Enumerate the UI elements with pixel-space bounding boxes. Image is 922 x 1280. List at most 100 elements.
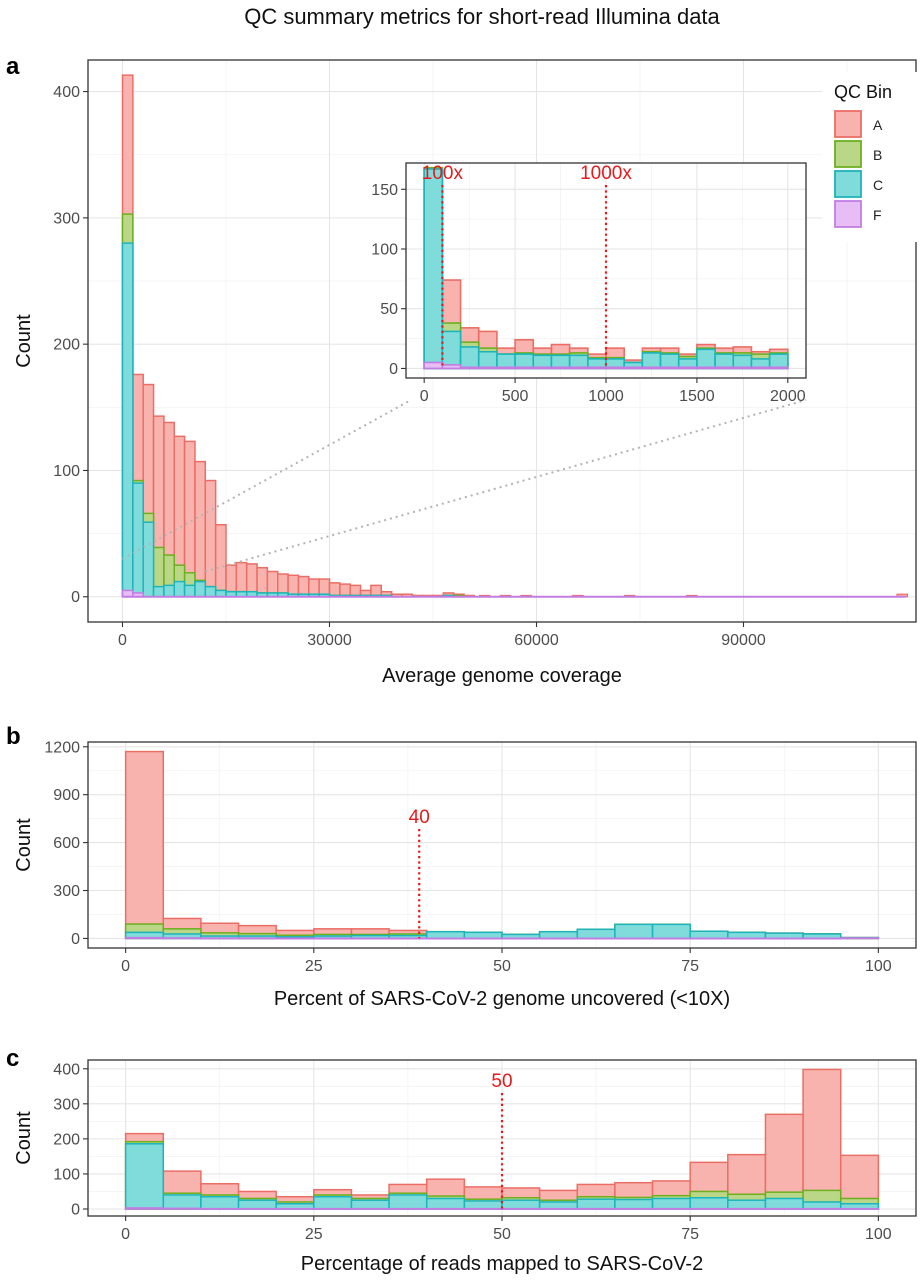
inset-bar-f xyxy=(550,366,571,370)
inset-x-tick-label: 1500 xyxy=(679,388,715,405)
panel-c-threshold-label: 50 xyxy=(491,1071,512,1092)
inset-bar-f xyxy=(659,366,680,370)
inset-x-tick-label: 0 xyxy=(420,388,429,405)
panel-b-bar-a xyxy=(124,750,165,940)
inset-bar-c xyxy=(496,353,516,370)
panel-c-bar-f xyxy=(313,1207,353,1210)
panel-a-bar-c xyxy=(121,242,134,598)
inset-threshold-label: 1000x xyxy=(580,163,632,184)
panel-c-y-axis-label: Count xyxy=(13,1111,35,1165)
panel-a-y-tick-label: 200 xyxy=(53,337,80,354)
inset-bar-f xyxy=(641,366,662,370)
panel-c-y-tick-label: 200 xyxy=(53,1131,80,1148)
panel-a-panel-letter: a xyxy=(6,53,20,80)
panel-b-bar-f xyxy=(124,936,165,940)
panel-c-bar-c xyxy=(313,1195,353,1210)
figure-title: QC summary metrics for short-read Illumi… xyxy=(244,4,720,29)
inset-bar-c xyxy=(477,350,498,370)
panel-c-bar-f xyxy=(839,1207,880,1210)
panel-c-bar-f xyxy=(501,1207,541,1210)
panel-b-bar-c xyxy=(463,931,503,940)
panel-b-bar-c xyxy=(727,931,767,940)
panel-b-bar-c xyxy=(576,928,616,940)
inset-bar-f xyxy=(459,366,480,370)
panel-c-x-tick-label: 75 xyxy=(681,1226,699,1243)
panel-a-bar-c xyxy=(163,584,175,598)
panel-a-bar-c xyxy=(132,482,144,598)
panel-b-y-tick-label: 1200 xyxy=(44,739,80,756)
panel-b-bar-f xyxy=(689,937,729,940)
panel-c-bar-c xyxy=(237,1199,277,1210)
inset-x-tick-label: 500 xyxy=(502,388,529,405)
panel-b-bar-f xyxy=(463,937,503,940)
panel-c-bar-f xyxy=(350,1207,390,1210)
legend-title: QC Bin xyxy=(834,82,892,102)
panel-b-bar-f xyxy=(839,937,880,940)
panel-b-bar-f xyxy=(425,937,466,940)
legend-swatch-c xyxy=(834,170,862,198)
panel-c-bar-c xyxy=(388,1194,428,1210)
panel-a-x-axis-label: Average genome coverage xyxy=(382,665,622,687)
panel-b-bar-f xyxy=(538,937,579,940)
inset-x-tick-label: 1000 xyxy=(588,388,624,405)
panel-b-bar-c xyxy=(425,930,466,940)
panel-b-x-tick-label: 75 xyxy=(681,958,699,975)
inset-bar-f xyxy=(568,366,589,370)
panel-c-bar-f xyxy=(200,1207,240,1210)
legend-swatch-b xyxy=(834,140,862,168)
inset-threshold-label: 100x xyxy=(422,163,464,184)
inset-bar-c xyxy=(714,353,735,370)
inset-bar-f xyxy=(423,361,444,370)
panel-a-x-tick-label: 60000 xyxy=(514,632,559,649)
inset-bar-f xyxy=(677,366,698,370)
panel-b-bar-c xyxy=(689,930,729,940)
panel-a-bar-c xyxy=(183,584,196,598)
panel-b-bar-c xyxy=(614,923,654,940)
panel-b-bar-f xyxy=(651,937,691,940)
legend-label-f: F xyxy=(873,207,882,223)
panel-c-bar-f xyxy=(124,1207,165,1210)
inset-bar-c xyxy=(641,352,662,370)
panel-b-bar-f xyxy=(275,937,315,940)
panel-a-bar-a xyxy=(194,460,207,598)
panel-c-bar-f xyxy=(538,1207,579,1210)
panel-c-panel-letter: c xyxy=(6,1045,19,1072)
inset-y-tick-label: 100 xyxy=(371,242,398,259)
panel-b-bar-f xyxy=(237,937,277,940)
panel-b-y-axis-label: Count xyxy=(13,818,35,872)
inset-bar-f xyxy=(514,366,535,370)
inset-bar-f xyxy=(587,366,607,370)
panel-c-bar-c xyxy=(200,1195,240,1210)
inset-bar-f xyxy=(496,366,516,370)
panel-b-bar-c xyxy=(538,930,579,940)
panel-a-bar-a xyxy=(328,582,341,598)
panel-a-x-tick-label: 30000 xyxy=(307,632,352,649)
panel-c-y-tick-label: 0 xyxy=(71,1201,80,1218)
panel-a-bar-c xyxy=(204,585,217,598)
panel-b-x-tick-label: 100 xyxy=(865,958,892,975)
panel-b-bar-f xyxy=(576,937,616,940)
inset-bar-f xyxy=(477,366,498,370)
panel-b-bar-f xyxy=(764,937,804,940)
panel-a-bar-c xyxy=(152,585,165,598)
panel-b-bar-f xyxy=(388,937,428,940)
panel-a-y-tick-label: 300 xyxy=(53,210,80,227)
inset-bar-f xyxy=(441,364,462,370)
panel-c-bar-c xyxy=(689,1197,729,1210)
panel-a-y-tick-label: 100 xyxy=(53,463,80,480)
inset-y-tick-label: 150 xyxy=(371,182,398,199)
panel-c-bar-f xyxy=(651,1207,691,1210)
panel-b-bar-f xyxy=(313,937,353,940)
panel-b-x-tick-label: 0 xyxy=(121,958,130,975)
inset-y-tick-label: 0 xyxy=(389,361,398,378)
panel-c-bar-f xyxy=(237,1207,277,1210)
panel-b-uncovered-histogram: 40 0 25 50 75 100 0 300 600 900 1200 Percent of SAR… xyxy=(6,723,917,1010)
panel-b-y-tick-label: 0 xyxy=(71,931,80,948)
panel-c-x-tick-label: 100 xyxy=(865,1226,892,1243)
panel-c-bar-f xyxy=(463,1207,503,1210)
legend-swatch-f xyxy=(834,200,862,228)
panel-c-bar-c xyxy=(614,1198,654,1210)
panel-a-bar-c xyxy=(194,580,207,598)
legend-swatch-a xyxy=(834,110,862,138)
